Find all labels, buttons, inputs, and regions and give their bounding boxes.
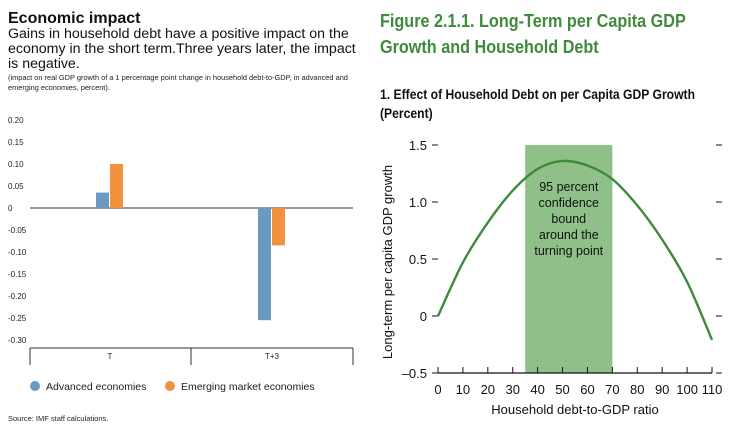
y-tick-label: 1.5 — [409, 138, 427, 153]
left-chart-note: (impact on real GDP growth of a 1 percen… — [8, 73, 348, 92]
y-tick-label: 0 — [420, 309, 427, 324]
y-tick-label: 0.05 — [8, 182, 24, 191]
x-tick-label: 10 — [456, 382, 470, 397]
x-tick-label: 90 — [655, 382, 669, 397]
x-tick-label: 70 — [605, 382, 619, 397]
band-label-line: confidence — [539, 196, 600, 210]
legend-label: Advanced economies — [46, 381, 146, 393]
y-tick-label: 0.20 — [8, 116, 24, 125]
left-chart-title: Economic impact — [8, 10, 141, 27]
y-tick-label: -0.25 — [8, 314, 27, 323]
bar-advanced-t — [96, 192, 109, 208]
right-figure-title: Figure 2.1.1. Long-Term per Capita GDP G… — [380, 11, 686, 57]
x-tick-label: T+3 — [265, 352, 280, 361]
growth-curve — [436, 159, 714, 341]
x-tick-label: 80 — [630, 382, 644, 397]
y-tick-label: 0.15 — [8, 138, 24, 147]
band-label-line: 95 percent — [539, 180, 599, 194]
y-tick-label: -0.15 — [8, 270, 27, 279]
confidence-band — [525, 145, 613, 373]
x-tick-label: 30 — [505, 382, 519, 397]
left-chart-source: Source: IMF staff calculations. — [8, 414, 109, 423]
bar-emerging-tplus3 — [272, 208, 285, 246]
x-tick-label: 100 — [676, 382, 698, 397]
bar-advanced-tplus3 — [258, 208, 271, 321]
y-tick-label: -0.20 — [8, 292, 27, 301]
x-tick-label: 40 — [530, 382, 544, 397]
band-label-line: bound — [551, 212, 586, 226]
bar-emerging-t — [110, 164, 123, 208]
y-tick-label: -0.10 — [8, 248, 27, 257]
legend-marker — [165, 381, 175, 391]
y-axis-title: Long-term per capita GDP growth — [380, 165, 395, 359]
y-tick-label: 0.5 — [409, 252, 427, 267]
right-chart-subtitle: 1. Effect of Household Debt on per Capit… — [380, 87, 696, 121]
x-tick-label: 60 — [580, 382, 594, 397]
y-tick-label: –0.5 — [402, 366, 427, 381]
legend-marker — [30, 381, 40, 391]
left-chart-subtitle: Gains in household debt have a positive … — [8, 26, 356, 72]
legend-label: Emerging market economies — [181, 381, 315, 393]
band-label-line: around the — [539, 228, 599, 242]
band-label-line: turning point — [534, 244, 603, 258]
x-tick-label: 20 — [481, 382, 495, 397]
x-tick-label: 50 — [555, 382, 569, 397]
x-tick-label: T — [108, 352, 113, 361]
y-tick-label: 0.10 — [8, 160, 24, 169]
x-tick-label: 0 — [434, 382, 441, 397]
y-tick-label: 1.0 — [409, 195, 427, 210]
x-tick-label: 110 — [702, 382, 723, 397]
y-tick-label: -0.30 — [8, 336, 27, 345]
x-axis-title: Household debt-to-GDP ratio — [491, 402, 658, 417]
y-tick-label: 0 — [8, 204, 13, 213]
y-tick-label: -0.05 — [8, 226, 27, 235]
